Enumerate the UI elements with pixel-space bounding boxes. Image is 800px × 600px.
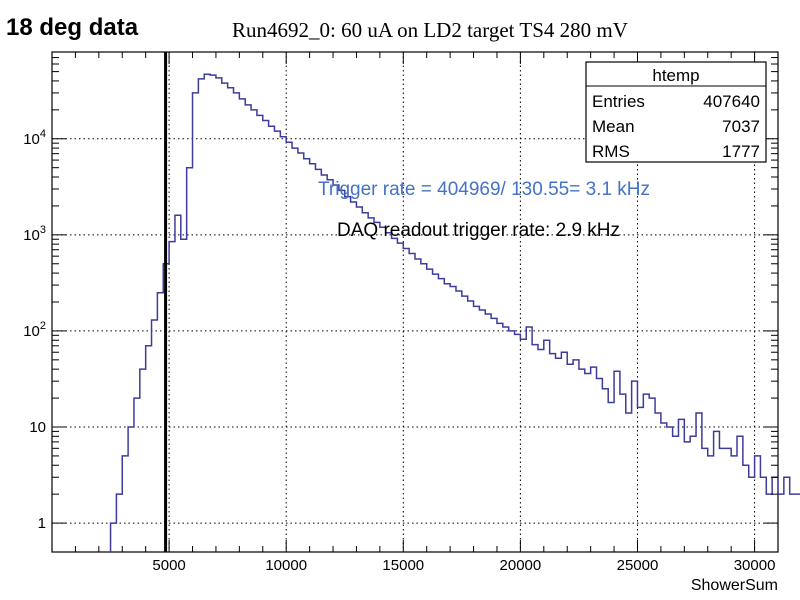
stats-box: htemp Entries 407640 Mean 7037 RMS 1777 <box>585 61 767 163</box>
y-tick-label: 103 <box>23 224 46 244</box>
y-tick-label: 10 <box>29 419 46 436</box>
x-tick-label: 10000 <box>265 557 307 574</box>
trigger-rate-annotation: Trigger rate = 404969/ 130.55= 3.1 kHz <box>318 179 650 200</box>
daq-readout-annotation: DAQ readout trigger rate: 2.9 kHz <box>337 220 620 241</box>
histogram-series <box>109 73 800 552</box>
stats-value-mean: 7037 <box>722 117 760 136</box>
stats-label-mean: Mean <box>592 117 635 136</box>
tick-labels: 5000 10000 15000 20000 25000 30000 1 10 102 103 10… <box>23 128 775 574</box>
x-tick-label: 20000 <box>500 557 542 574</box>
x-tick-label: 30000 <box>734 557 776 574</box>
stats-box-frame <box>585 61 767 163</box>
stats-value-entries: 407640 <box>703 92 760 111</box>
y-tick-label: 102 <box>23 320 46 340</box>
x-tick-label: 5000 <box>152 557 185 574</box>
stats-label-entries: Entries <box>592 92 645 111</box>
y-tick-label: 104 <box>23 128 46 148</box>
histogram-line <box>109 73 800 552</box>
y-tick-label: 1 <box>38 515 46 532</box>
x-tick-label: 15000 <box>382 557 424 574</box>
stats-box-name: htemp <box>652 66 699 85</box>
axis-ticks <box>52 51 778 552</box>
slide-title: 18 deg data <box>6 14 139 41</box>
chart-title: Run4692_0: 60 uA on LD2 target TS4 280 m… <box>232 18 628 42</box>
stats-label-rms: RMS <box>592 142 630 161</box>
x-axis-title: ShowerSum <box>691 577 778 594</box>
x-tick-label: 25000 <box>617 557 659 574</box>
stats-value-rms: 1777 <box>722 142 760 161</box>
